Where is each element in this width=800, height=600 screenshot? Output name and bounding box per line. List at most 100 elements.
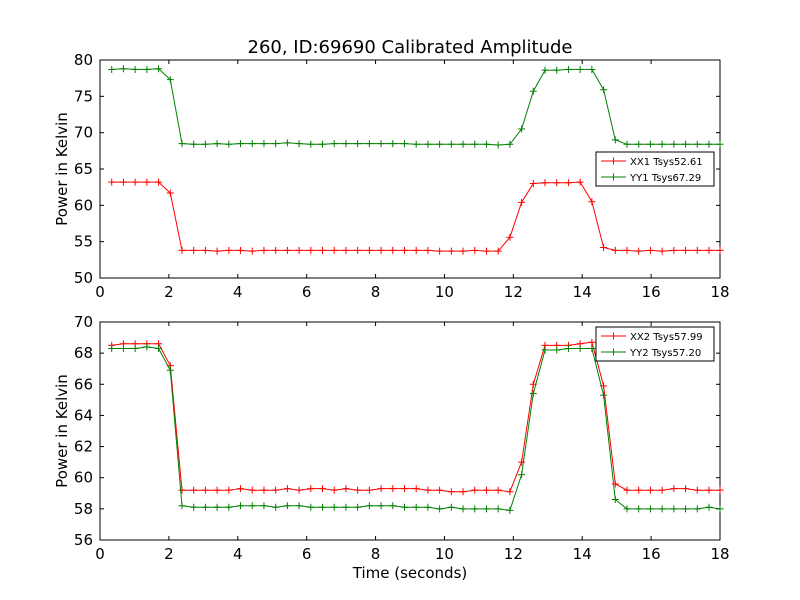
data-point bbox=[213, 247, 221, 255]
data-point bbox=[459, 505, 467, 513]
data-point bbox=[272, 486, 280, 494]
data-point bbox=[131, 178, 139, 186]
data-point bbox=[225, 486, 233, 494]
legend-marker bbox=[610, 173, 617, 181]
data-point bbox=[588, 338, 596, 346]
data-point bbox=[705, 486, 713, 494]
data-point bbox=[600, 391, 608, 399]
data-point bbox=[716, 486, 724, 494]
data-point bbox=[295, 502, 303, 510]
data-point bbox=[166, 189, 174, 197]
legend-marker bbox=[610, 332, 617, 340]
data-point bbox=[635, 140, 643, 148]
y-tick-label: 60 bbox=[74, 196, 93, 214]
data-point bbox=[190, 140, 198, 148]
data-point bbox=[260, 502, 268, 510]
data-point bbox=[155, 178, 163, 186]
data-point bbox=[178, 246, 186, 254]
series-xx2 bbox=[108, 338, 724, 496]
data-point bbox=[564, 65, 572, 73]
data-point bbox=[482, 486, 490, 494]
data-point bbox=[237, 502, 245, 510]
data-point bbox=[518, 125, 526, 133]
data-point bbox=[682, 485, 690, 493]
data-point bbox=[377, 140, 385, 148]
data-point bbox=[635, 505, 643, 513]
data-point bbox=[248, 247, 256, 255]
data-point bbox=[201, 246, 209, 254]
data-point bbox=[518, 458, 526, 466]
data-point bbox=[131, 344, 139, 352]
chart-title: 260, ID:69690 Calibrated Amplitude bbox=[248, 37, 573, 58]
data-point bbox=[307, 485, 315, 493]
data-point bbox=[295, 486, 303, 494]
x-tick-label: 14 bbox=[573, 545, 592, 563]
data-point bbox=[400, 140, 408, 148]
x-tick-label: 4 bbox=[233, 545, 243, 563]
data-point bbox=[108, 178, 116, 186]
data-point bbox=[716, 505, 724, 513]
y-tick-label: 50 bbox=[74, 269, 93, 287]
data-point bbox=[506, 140, 514, 148]
legend-label: XX1 Tsys52.61 bbox=[630, 157, 703, 168]
data-point bbox=[354, 486, 362, 494]
legend-box bbox=[595, 151, 715, 187]
data-point bbox=[494, 247, 502, 255]
data-point bbox=[354, 246, 362, 254]
y-tick-label: 80 bbox=[74, 51, 93, 69]
y-tick-label: 70 bbox=[74, 124, 93, 142]
data-point bbox=[529, 180, 537, 188]
data-point bbox=[365, 486, 373, 494]
x-tick-label: 4 bbox=[233, 283, 243, 301]
data-point bbox=[295, 140, 303, 148]
data-point bbox=[412, 503, 420, 511]
data-point bbox=[716, 140, 724, 148]
data-point bbox=[330, 486, 338, 494]
data-point bbox=[447, 488, 455, 496]
data-point bbox=[424, 503, 432, 511]
data-point bbox=[319, 140, 327, 148]
data-point bbox=[588, 344, 596, 352]
legend-box bbox=[595, 326, 715, 362]
x-tick-label: 16 bbox=[642, 283, 661, 301]
data-point bbox=[482, 505, 490, 513]
data-point bbox=[471, 140, 479, 148]
legend-marker bbox=[610, 348, 617, 356]
data-point bbox=[143, 178, 151, 186]
data-point bbox=[424, 140, 432, 148]
data-point bbox=[283, 502, 291, 510]
data-point bbox=[658, 505, 666, 513]
data-point bbox=[365, 502, 373, 510]
data-point bbox=[436, 247, 444, 255]
y-axis-label: Power in Kelvin bbox=[53, 374, 71, 488]
y-tick-label: 65 bbox=[74, 160, 93, 178]
data-point bbox=[541, 179, 549, 187]
data-point bbox=[436, 505, 444, 513]
data-point bbox=[623, 246, 631, 254]
data-point bbox=[670, 140, 678, 148]
x-tick-label: 12 bbox=[504, 545, 523, 563]
y-tick-label: 75 bbox=[74, 87, 93, 105]
data-point bbox=[143, 343, 151, 351]
data-point bbox=[600, 86, 608, 94]
data-point bbox=[178, 502, 186, 510]
data-point bbox=[471, 505, 479, 513]
x-tick-label: 12 bbox=[504, 283, 523, 301]
data-point bbox=[201, 503, 209, 511]
y-tick-label: 68 bbox=[74, 344, 93, 362]
data-point bbox=[155, 65, 163, 73]
data-point bbox=[611, 496, 619, 504]
data-point bbox=[190, 503, 198, 511]
data-point bbox=[330, 246, 338, 254]
data-point bbox=[564, 344, 572, 352]
x-tick-label: 0 bbox=[95, 545, 105, 563]
data-point bbox=[494, 141, 502, 149]
y-tick-label: 56 bbox=[74, 531, 93, 549]
data-point bbox=[354, 140, 362, 148]
data-point bbox=[237, 246, 245, 254]
data-point bbox=[658, 486, 666, 494]
y-tick-label: 64 bbox=[74, 406, 93, 424]
data-point bbox=[705, 246, 713, 254]
data-point bbox=[658, 140, 666, 148]
data-point bbox=[670, 505, 678, 513]
